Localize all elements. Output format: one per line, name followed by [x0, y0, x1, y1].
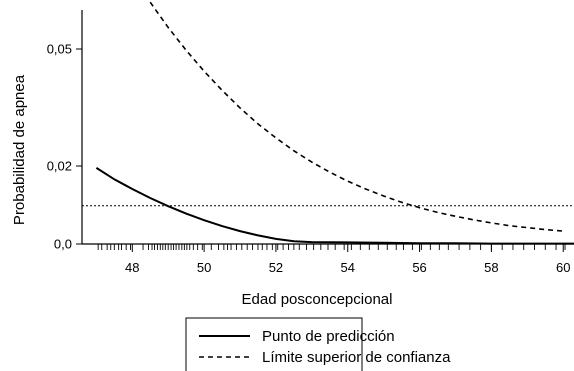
- x-axis-label: Edad posconcepcional: [242, 291, 393, 308]
- x-tick-label: 56: [412, 260, 426, 275]
- legend-box: [185, 317, 363, 371]
- x-tick-label: 52: [269, 260, 283, 275]
- plot-area: 0,0 0,02 0,05 48 50 52 54 56 58 60: [47, 1, 574, 275]
- y-tick-label: 0,02: [47, 159, 72, 174]
- x-tick-label: 58: [484, 260, 498, 275]
- x-tick-label: 54: [341, 260, 355, 275]
- y-axis-label: Probabilidad de apnea: [11, 74, 28, 225]
- y-tick-label: 0,05: [47, 42, 72, 57]
- legend-label-upper-confidence: Límite superior de confianza: [262, 349, 451, 366]
- series-line-upper-confidence: [149, 1, 564, 232]
- series-line-prediction: [95, 167, 574, 245]
- y-ticks: 0,0 0,02 0,05: [47, 42, 82, 252]
- legend: Punto de predicción Límite superior de c…: [185, 317, 451, 371]
- series-layer: [95, 1, 574, 245]
- y-tick-label: 0,0: [54, 237, 72, 252]
- x-ticks: 48 50 52 54 56 58 60: [125, 244, 570, 275]
- x-tick-label: 50: [197, 260, 211, 275]
- x-tick-label: 60: [556, 260, 570, 275]
- rug-marks: [97, 244, 566, 250]
- legend-label-prediction: Punto de predicción: [262, 328, 395, 345]
- x-tick-label: 48: [125, 260, 139, 275]
